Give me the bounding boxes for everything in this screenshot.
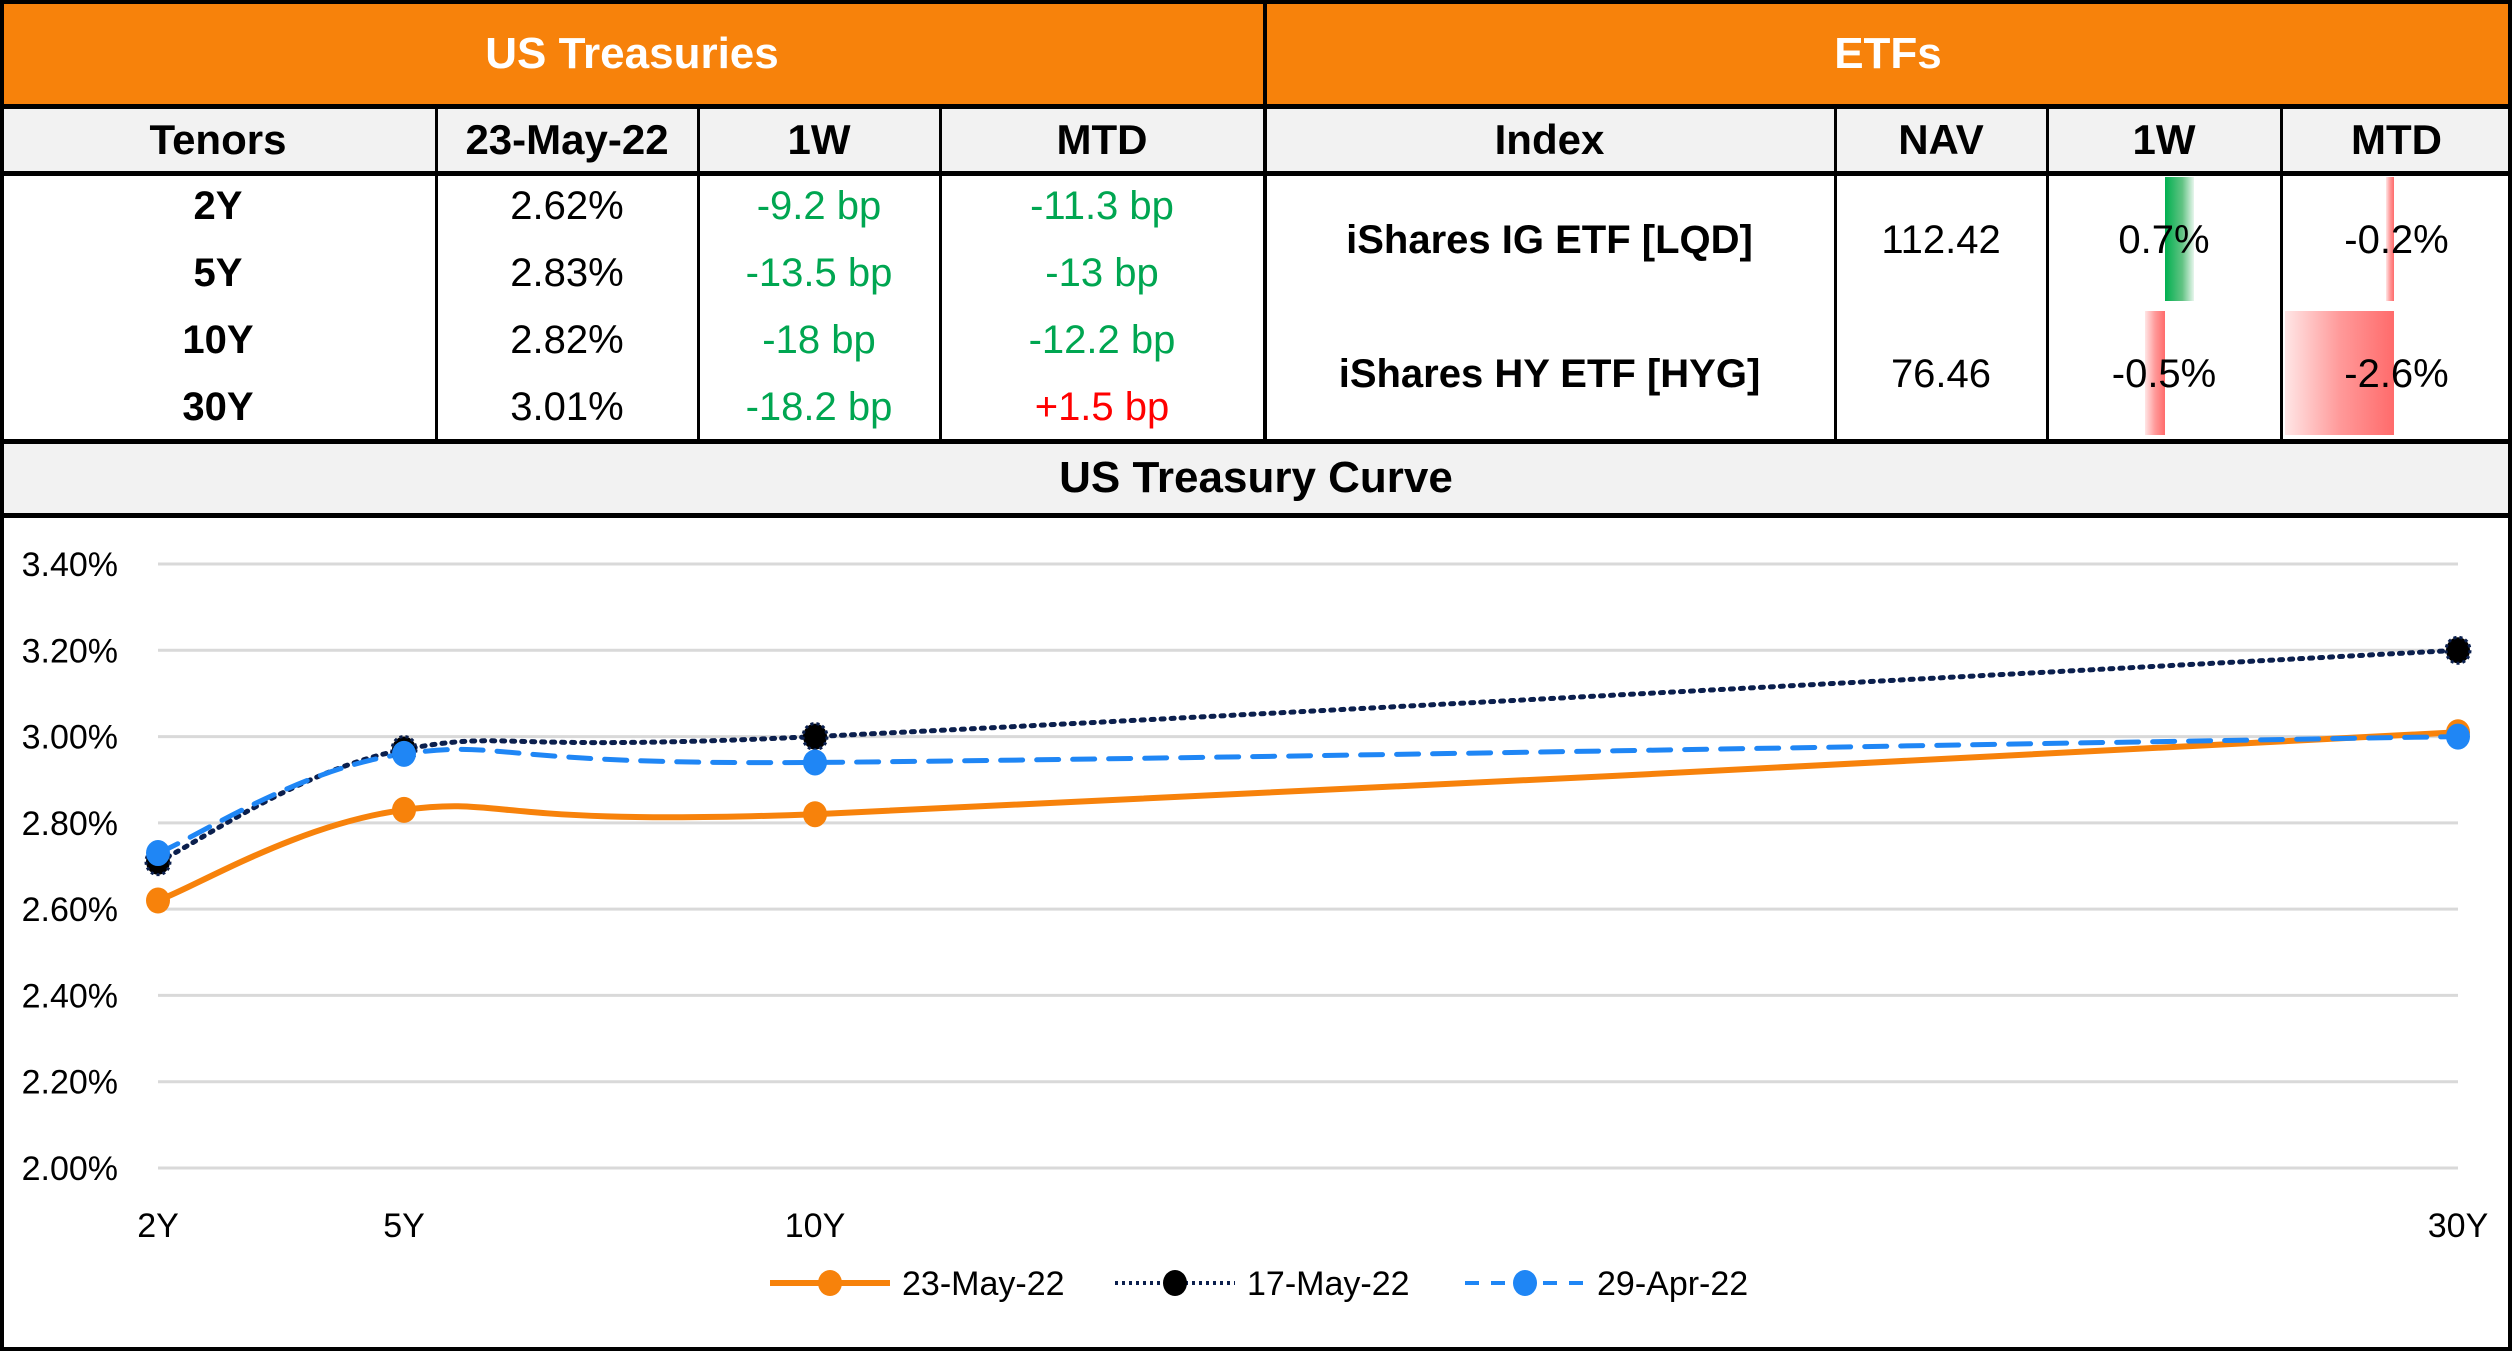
y-tick-label: 2.40% (22, 977, 118, 1015)
y-tick-label: 2.80% (22, 805, 118, 843)
col-header-tenors: Tenors (0, 107, 436, 173)
change-1w-cell: -13.5 bp (745, 251, 893, 295)
x-tick-label: 30Y (2428, 1207, 2489, 1245)
y-tick-label: 2.00% (22, 1150, 118, 1188)
divider (697, 107, 700, 441)
data-point-23-May-22 (392, 796, 416, 823)
data-point-23-May-22 (803, 801, 827, 828)
divider (1834, 107, 1837, 441)
etf-nav-cell-text: 76.46 (1890, 351, 1992, 396)
legend-label: 17-May-22 (1247, 1265, 1410, 1303)
etf-1w-cell: 0.7% (2047, 173, 2281, 307)
divider (2046, 107, 2049, 441)
data-bar-1w (2165, 177, 2194, 301)
etfs-title-text: ETFs (1834, 28, 1942, 78)
change-mtd-cell: -12.2 bp (1028, 318, 1176, 362)
col-header-1w: 1W (698, 107, 940, 173)
curve-title: US Treasury Curve (0, 441, 2512, 515)
series-line-29-Apr-22 (155, 734, 2461, 856)
data-point-17-May-22 (801, 722, 829, 752)
etf-nav-cell: 76.46 (1835, 307, 2047, 441)
divider (1263, 0, 1267, 441)
etf-name-cell-text: iShares HY ETF [HYG] (1338, 351, 1761, 396)
tenor-cell: 5Y (193, 251, 243, 295)
data-point-23-May-22 (146, 887, 170, 914)
yield-cell: 2.62% (510, 184, 624, 228)
col-header-nav: NAV (1835, 107, 2047, 173)
data-bar-1w (2144, 311, 2165, 435)
treasury-curve-chart: 2.00% 2.20% 2.40% 2.60% 2.80% 3.00% 3.20% 3.40%… (22, 546, 2489, 1303)
x-tick-label: 10Y (785, 1207, 846, 1245)
change-mtd-cell: -11.3 bp (1030, 184, 1174, 228)
tenor-cell: 10Y (182, 318, 254, 362)
etf-nav-cell: 112.42 (1835, 173, 2047, 307)
etf-name-cell-text: iShares IG ETF [LQD] (1346, 217, 1753, 262)
y-tick-label: 3.20% (22, 632, 118, 670)
change-1w-cell: -18 bp (762, 318, 876, 362)
legend-label: 23-May-22 (902, 1265, 1065, 1303)
etf-mtd-cell-text: -2.6% (2344, 351, 2449, 396)
data-point-29-Apr-22 (392, 740, 416, 767)
divider (2280, 107, 2283, 441)
data-point-29-Apr-22 (2446, 723, 2470, 750)
change-mtd-cell: -13 bp (1045, 251, 1159, 295)
etf-1w-cell: -0.5% (2047, 307, 2281, 441)
legend-marker (818, 1270, 842, 1296)
tenor-cell: 30Y (182, 385, 254, 429)
data-point-29-Apr-22 (803, 749, 827, 776)
etf-1w-cell-text: -0.5% (2111, 351, 2217, 396)
change-mtd-cell: +1.5 bp (1034, 385, 1170, 429)
etf-name-cell: iShares HY ETF [HYG] (1264, 307, 1835, 441)
col-header-etf-mtd: MTD (2281, 107, 2512, 173)
data-bar-mtd (2284, 311, 2394, 435)
data-bar-mtd (2385, 177, 2394, 301)
col-header-index: Index (1264, 107, 1835, 173)
divider (435, 107, 438, 441)
etf-1w-cell-text: 0.7% (2118, 217, 2210, 262)
divider (939, 107, 942, 441)
change-1w-cell: -18.2 bp (745, 385, 893, 429)
legend-marker (1163, 1270, 1187, 1296)
yield-cell: 3.01% (510, 385, 624, 429)
y-tick-label: 3.40% (22, 546, 118, 584)
legend-marker (1513, 1270, 1537, 1296)
etf-name-cell: iShares IG ETF [LQD] (1264, 173, 1835, 307)
col-header-etf-1w: 1W (2047, 107, 2281, 173)
col-header-date: 23-May-22 (436, 107, 698, 173)
change-1w-cell: -9.2 bp (756, 184, 882, 228)
divider (0, 171, 2512, 176)
divider (0, 439, 2512, 444)
x-tick-label: 2Y (137, 1207, 179, 1245)
legend-label: 29-Apr-22 (1597, 1265, 1748, 1303)
data-point-17-May-22 (2444, 635, 2472, 665)
etfs-title: ETFs (1264, 0, 2512, 107)
etf-mtd-cell-text: -0.2% (2344, 217, 2449, 262)
divider (0, 513, 2512, 518)
etf-mtd-cell: -0.2% (2281, 173, 2512, 307)
y-tick-label: 2.60% (22, 891, 118, 929)
y-tick-label: 3.00% (22, 719, 118, 757)
treasuries-title: US Treasuries (0, 0, 1264, 107)
curve-title-text: US Treasury Curve (1059, 453, 1453, 502)
col-header-mtd: MTD (940, 107, 1264, 173)
divider (0, 104, 2512, 109)
data-point-29-Apr-22 (146, 840, 170, 867)
etf-nav-cell-text: 112.42 (1881, 217, 2001, 262)
x-tick-label: 5Y (383, 1207, 425, 1245)
yield-cell: 2.83% (510, 251, 624, 295)
yield-cell: 2.82% (510, 318, 624, 362)
tenor-cell: 2Y (193, 184, 243, 228)
y-tick-label: 2.20% (22, 1064, 118, 1102)
etf-mtd-cell: -2.6% (2281, 307, 2512, 441)
treasuries-title-text: US Treasuries (485, 28, 779, 78)
